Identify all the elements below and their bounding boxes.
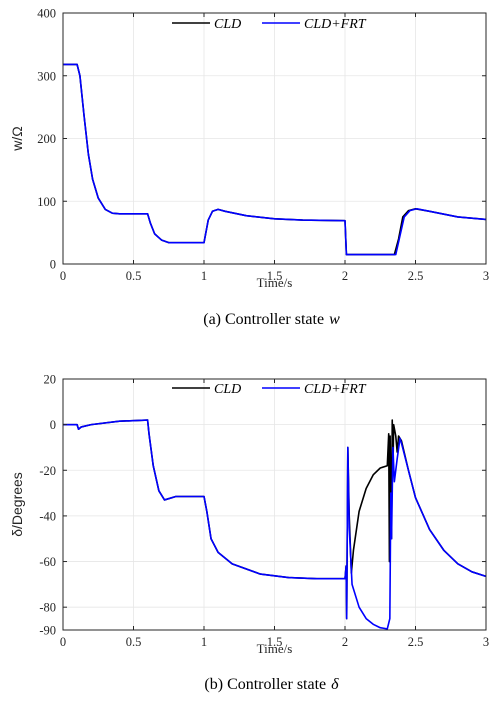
y-tick-label-a: 0 [50,258,56,272]
caption-b-symbol: δ [331,676,339,693]
chart-a: 0 0.5 1 1.5 2 2.5 3 0 100 200 300 400 CLD CLD+FRT Ti… [9,7,489,329]
x-axis-label-b: Time/s [257,641,293,656]
x-axis-label-a: Time/s [257,275,293,290]
y-tick-label-a: 100 [37,195,56,209]
x-tick-label-a: 3 [483,269,489,283]
x-tick-label-b: 2 [342,635,348,649]
y-tick-label-a: 400 [37,7,56,21]
y-tick-label-b: -40 [39,509,56,523]
caption-a-symbol: w [329,311,340,328]
x-tick-label-a: 0 [60,269,66,283]
legend-label-cld: CLD [214,17,241,32]
legend-label-cld-frt: CLD+FRT [304,17,367,32]
y-tick-label-b: 20 [44,373,57,387]
series-a [63,63,487,256]
x-tick-label-b: 3 [483,635,489,649]
x-tick-label-b: 1 [201,635,207,649]
y-tick-label-b: -60 [39,555,56,569]
grid-b [63,379,486,630]
x-tick-label-a: 2.5 [408,269,424,283]
ticks-a: 0 0.5 1 1.5 2 2.5 3 0 100 200 300 400 [37,7,489,284]
x-tick-label-a: 0.5 [126,269,142,283]
ticks-b: 0 0.5 1 1.5 2 2.5 3 -90 -80 -60 -40 -20 0 20 [39,373,489,650]
x-tick-label-b: 2.5 [408,635,424,649]
x-tick-label-b: 1.5 [267,635,283,649]
y-axis-label-b: δ/Degrees [9,472,25,537]
x-tick-label-b: 0 [60,635,66,649]
y-tick-label-a: 200 [37,132,56,146]
series-line-cld-frt-a [63,63,487,256]
x-tick-label-b: 0.5 [126,635,142,649]
caption-a: (a) Controller state w [203,311,340,328]
legend-b: CLD CLD+FRT [172,382,367,397]
series-line-cld-frt-b [63,419,487,630]
y-tick-label-b: 0 [50,418,56,432]
chart-b: 0 0.5 1 1.5 2 2.5 3 -90 -80 -60 -40 -20 0 20 CLD CLD+F… [9,373,489,694]
series-b [63,419,487,630]
y-axis-label-a: w/Ω [9,126,25,151]
y-tick-label-b: -90 [39,624,56,638]
x-tick-label-a: 2 [342,269,348,283]
x-tick-label-a: 1.5 [267,269,283,283]
y-tick-label-b: -20 [39,464,56,478]
caption-b: (b) Controller state δ [204,676,339,693]
legend-a: CLD CLD+FRT [172,17,367,32]
y-tick-label-a: 300 [37,69,56,83]
legend-label-cld-frt: CLD+FRT [304,382,367,397]
y-tick-label-b: -80 [39,601,56,615]
caption-a-text: (a) Controller state [203,311,324,328]
caption-b-text: (b) Controller state [204,676,326,693]
x-tick-label-a: 1 [201,269,207,283]
grid-a [63,13,486,264]
legend-label-cld: CLD [214,382,241,397]
